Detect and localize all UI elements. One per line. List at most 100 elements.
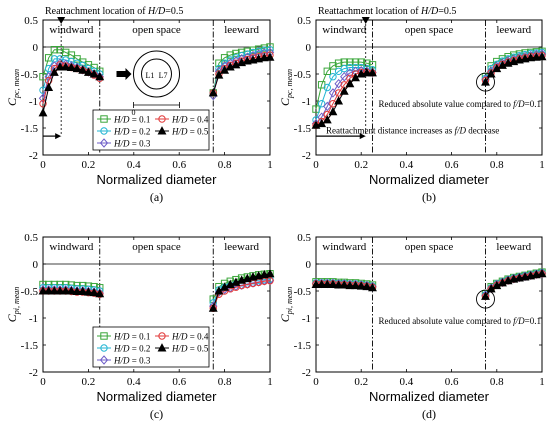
chart-panel-b: windward open space leeward 0 0.2 0.4 0.6 0.8 1 0…: [278, 6, 547, 204]
marker-diamond-5: [340, 71, 349, 82]
y-tick-label: -2: [302, 150, 311, 162]
marker-circle-5: [340, 64, 348, 73]
marker-triangle-4: [61, 286, 71, 295]
marker-triangle-9: [89, 69, 99, 78]
y-tick-label: -0.5: [294, 69, 312, 81]
y-tick-label: -2: [302, 367, 311, 379]
reattachment-label: Reattachment location of H/D=0.5: [318, 6, 456, 17]
y-axis-label: Cpc, mean: [278, 69, 294, 106]
x-tick-label: 0: [40, 159, 46, 171]
reattachment-triangle-icon: [361, 17, 370, 24]
marker-triangle-13: [492, 280, 502, 290]
marker-triangle-20: [531, 52, 541, 61]
marker-triangle-11: [208, 88, 218, 97]
marker-triangle-4: [334, 280, 344, 289]
plot-frame: [315, 236, 543, 373]
x-tick-label: 0.2: [82, 376, 96, 388]
region-label-0: windward: [322, 241, 366, 253]
inset-label-l7: L7: [159, 71, 168, 80]
y-tick-label: -0.5: [21, 69, 39, 81]
panel-label: (b): [422, 190, 436, 204]
marker-triangle-7: [351, 280, 360, 290]
annotation-reduced: Reduced absolute value compared to f/D=0…: [378, 316, 541, 326]
marker-triangle-6: [72, 63, 82, 73]
marker-circle-legend1: [100, 127, 108, 135]
y-tick-label: -0.5: [21, 286, 39, 298]
marker-diamond-legend2: [99, 138, 109, 148]
marker-triangle-18: [520, 272, 530, 281]
marker-triangle-10: [95, 71, 105, 81]
marker-square-legend0: [100, 115, 108, 123]
marker-square-2: [323, 67, 332, 75]
marker-diamond-4: [334, 78, 343, 89]
marker-triangle-8: [83, 287, 93, 296]
region-label-0: windward: [322, 24, 366, 36]
x-tick-label: 1: [267, 159, 273, 171]
x-tick-label: 0.2: [354, 376, 368, 388]
marker-square-legend0: [100, 332, 108, 340]
x-tick-label: 0: [40, 376, 46, 388]
x-tick-label: 0.4: [400, 376, 414, 388]
chart-panel-c: windward open space leeward 0 0.2 0.4 0.6 0.8 1 0…: [5, 232, 275, 421]
marker-diamond-legend2: [99, 355, 109, 365]
x-tick-label: 0.6: [445, 376, 459, 388]
plot-frame: [315, 19, 543, 156]
marker-circle-legend1: [100, 344, 108, 352]
x-tick-label: 1: [539, 376, 545, 388]
marker-triangle-10: [368, 68, 377, 77]
legend-label-0: H/D = 0.1: [113, 115, 150, 125]
marker-square-8: [357, 58, 365, 66]
inset-label-l1: L1: [146, 71, 155, 80]
series-h-d-0-5: [38, 52, 275, 117]
x-tick-label: 0.8: [490, 376, 504, 388]
marker-triangle-9: [89, 287, 99, 297]
marker-square-2: [50, 46, 59, 54]
legend-frame: [92, 109, 210, 151]
marker-circle-legend3: [158, 115, 166, 123]
marker-circle-1: [317, 100, 326, 108]
marker-triangle-18: [248, 55, 258, 64]
x-tick-label: 0.4: [400, 159, 414, 171]
panel-label: (c): [150, 407, 163, 421]
annotation-reattachment-distance: Reattachment distance increases as f/D d…: [326, 126, 499, 136]
marker-triangle-2: [322, 115, 332, 124]
y-tick-label: 0.5: [297, 232, 311, 244]
y-tick-label: 0: [306, 42, 312, 54]
marker-triangle-21: [265, 52, 275, 61]
y-tick-label: -0.5: [294, 286, 312, 298]
marker-triangle-7: [78, 286, 88, 296]
x-tick-label: 1: [539, 159, 545, 171]
marker-triangle-18: [248, 272, 258, 281]
marker-triangle-8: [356, 69, 366, 78]
marker-triangle-1: [44, 286, 54, 295]
marker-triangle-9: [362, 68, 372, 77]
x-tick-label: 0.6: [172, 376, 186, 388]
marker-triangle-19: [254, 54, 264, 63]
legend: H/D = 0.1 H/D = 0.2 H/D = 0.3 H/D = 0.4 H/D …: [92, 109, 210, 151]
marker-triangle-20: [259, 269, 269, 279]
marker-triangle-12: [214, 70, 224, 79]
x-tick-label: 1: [267, 376, 273, 388]
marker-triangle-19: [526, 271, 536, 280]
marker-triangle-2: [49, 286, 59, 295]
y-tick-label: 0.5: [24, 15, 38, 27]
x-axis-label: Normalized diameter: [97, 172, 218, 187]
marker-triangle-10: [95, 288, 105, 298]
marker-circle-6: [346, 63, 354, 72]
marker-square-0: [312, 105, 320, 113]
chart-panel-a: windward open space leeward 0 0.2 0.4 0.6 0.8 1 0…: [5, 6, 275, 204]
x-tick-label: 0.8: [490, 159, 504, 171]
y-tick-label: -1.5: [21, 340, 39, 352]
marker-square-9: [363, 59, 371, 67]
x-axis-label: Normalized diameter: [97, 389, 218, 404]
y-tick-label: -2: [29, 150, 38, 162]
marker-triangle-5: [66, 286, 76, 295]
legend-label-4: H/D = 0.5: [171, 344, 209, 354]
marker-square-7: [351, 58, 360, 66]
y-tick-label: 0: [33, 259, 39, 271]
marker-square-18: [249, 46, 257, 54]
marker-triangle-20: [259, 52, 269, 62]
region-label-2: leeward: [496, 241, 531, 253]
legend-label-1: H/D = 0.2: [113, 344, 150, 354]
marker-triangle-0: [38, 108, 48, 117]
